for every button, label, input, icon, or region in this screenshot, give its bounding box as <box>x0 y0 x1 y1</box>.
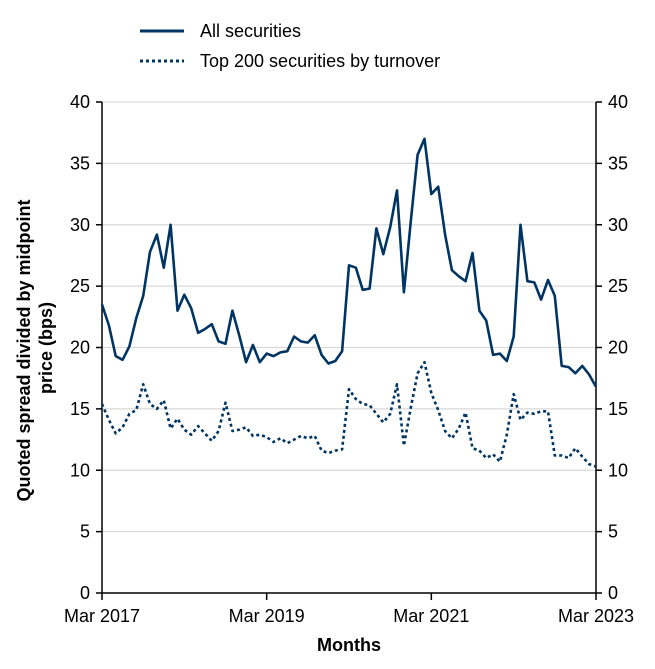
y-tick-label-left: 30 <box>70 215 90 235</box>
legend-label-all-securities: All securities <box>200 21 301 41</box>
tick-marks <box>96 101 602 600</box>
y-tick-label-left: 15 <box>70 399 90 419</box>
x-tick-label: Mar 2023 <box>558 606 634 626</box>
y-tick-label-right: 0 <box>608 583 618 603</box>
y-tick-label-left: 5 <box>80 522 90 542</box>
y-tick-label-left: 10 <box>70 460 90 480</box>
y-tick-label-left: 20 <box>70 338 90 358</box>
series-line-top-200 <box>100 360 597 468</box>
gridlines <box>102 101 596 533</box>
x-tick-label: Mar 2021 <box>393 606 469 626</box>
series-layer <box>100 137 598 468</box>
x-axis-title: Months <box>317 635 381 655</box>
y-tick-label-left: 35 <box>70 153 90 173</box>
x-tick-label: Mar 2019 <box>229 606 305 626</box>
y-tick-label-left: 25 <box>70 276 90 296</box>
y-tick-label-right: 30 <box>608 215 628 235</box>
legend-label-top-200: Top 200 securities by turnover <box>200 51 440 71</box>
y-tick-label-left: 0 <box>80 583 90 603</box>
y-tick-label-left: 40 <box>70 92 90 112</box>
y-axis-title: Quoted spread divided by midpoint price … <box>14 194 56 501</box>
series-line-all-securities <box>100 137 598 388</box>
y-tick-label-right: 15 <box>608 399 628 419</box>
legend: All securities Top 200 securities by tur… <box>140 21 440 71</box>
x-tick-label: Mar 2017 <box>64 606 140 626</box>
y-tick-label-right: 5 <box>608 522 618 542</box>
y-tick-label-right: 35 <box>608 153 628 173</box>
tick-labels: 0 0 5 5 10 10 15 15 20 20 25 25 30 30 35 35 40 40 Mar 2017… <box>64 92 634 626</box>
y-tick-label-right: 20 <box>608 338 628 358</box>
y-tick-label-right: 10 <box>608 460 628 480</box>
y-tick-label-right: 25 <box>608 276 628 296</box>
y-tick-label-right: 40 <box>608 92 628 112</box>
